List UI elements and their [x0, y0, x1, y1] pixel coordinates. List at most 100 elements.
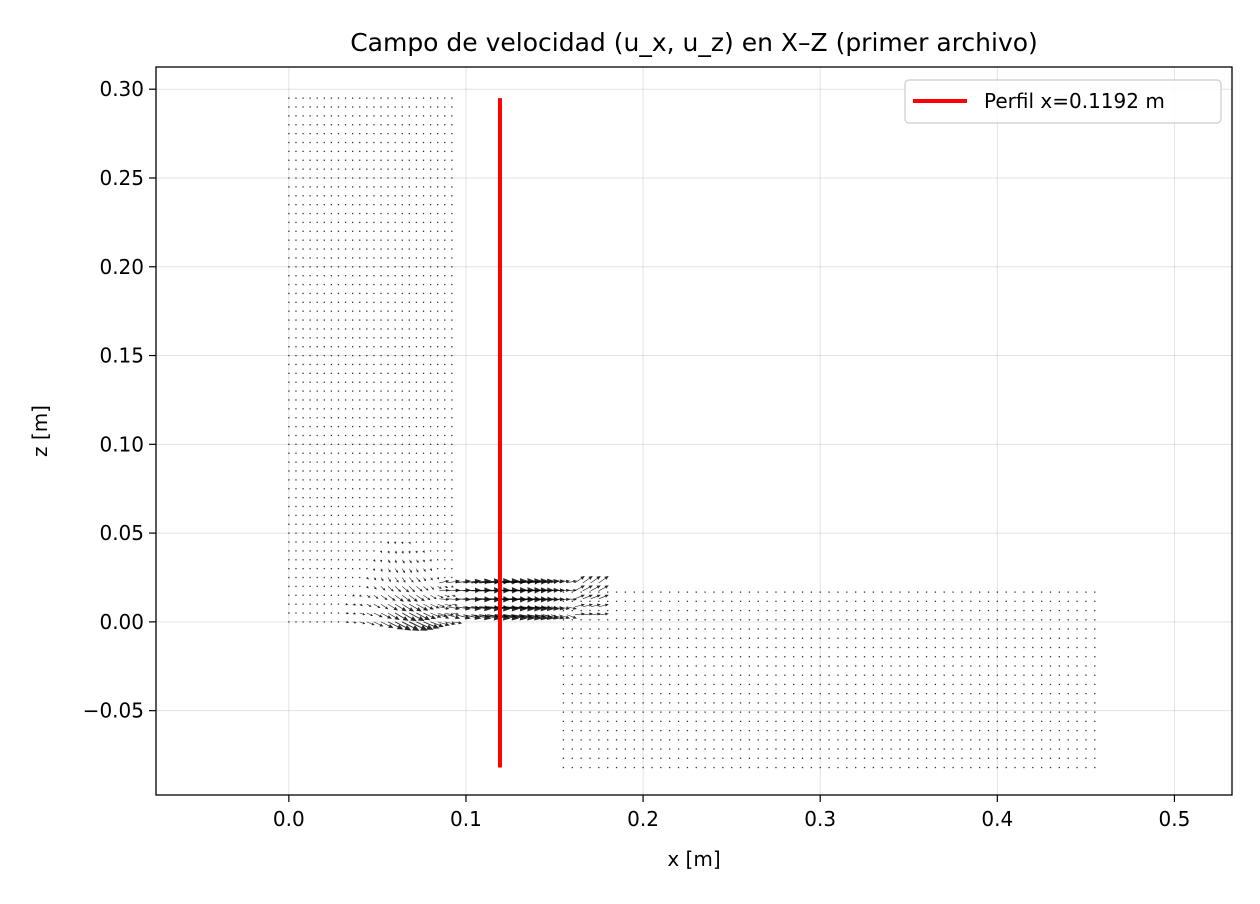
- velocity-arrow: [828, 610, 829, 611]
- velocity-arrow: [828, 628, 829, 629]
- velocity-arrow: [324, 621, 325, 622]
- velocity-arrow: [359, 284, 360, 285]
- velocity-arrow: [430, 488, 431, 489]
- velocity-arrow: [373, 461, 374, 462]
- velocity-arrow: [451, 532, 452, 533]
- velocity-arrow: [660, 638, 661, 639]
- velocity-arrow: [366, 160, 367, 161]
- velocity-arrow: [387, 524, 388, 525]
- velocity-arrow: [395, 373, 396, 374]
- velocity-arrow: [416, 168, 417, 169]
- velocity-arrow: [820, 675, 821, 676]
- velocity-arrow: [758, 721, 759, 722]
- velocity-arrow: [317, 97, 318, 98]
- velocity-arrow: [409, 488, 410, 489]
- velocity-arrow: [302, 426, 303, 427]
- velocity-arrow: [908, 711, 909, 712]
- velocity-arrow: [451, 399, 452, 400]
- velocity-arrow: [687, 656, 688, 657]
- velocity-arrow: [302, 604, 303, 605]
- velocity-arrow: [437, 293, 438, 294]
- velocity-arrow: [979, 628, 980, 629]
- velocity-arrow: [634, 721, 635, 722]
- velocity-arrow: [970, 693, 971, 694]
- velocity-arrow: [1014, 721, 1015, 722]
- velocity-arrow: [437, 151, 438, 152]
- velocity-arrow: [625, 684, 626, 685]
- velocity-arrow: [820, 721, 821, 722]
- velocity-arrow: [302, 115, 303, 116]
- velocity-arrow: [451, 97, 452, 98]
- velocity-arrow: [961, 711, 962, 712]
- velocity-arrow: [802, 721, 803, 722]
- velocity-arrow: [625, 693, 626, 694]
- velocity-arrow: [295, 248, 296, 249]
- velocity-arrow: [820, 730, 821, 731]
- velocity-arrow: [402, 222, 403, 223]
- velocity-arrow: [952, 647, 953, 648]
- velocity-arrow: [1023, 730, 1024, 731]
- velocity-arrow: [345, 275, 346, 276]
- velocity-arrow: [352, 417, 353, 418]
- velocity-arrow: [331, 453, 332, 454]
- velocity-arrow: [366, 186, 367, 187]
- velocity-arrow: [437, 106, 438, 107]
- velocity-arrow: [740, 601, 741, 602]
- velocity-arrow: [444, 479, 445, 480]
- velocity-arrow: [660, 721, 661, 722]
- velocity-arrow: [366, 124, 367, 125]
- velocity-arrow: [784, 628, 785, 629]
- velocity-arrow: [882, 767, 883, 768]
- velocity-arrow: [309, 222, 310, 223]
- velocity-arrow: [380, 541, 381, 542]
- velocity-arrow: [395, 115, 396, 116]
- velocity-arrow: [331, 231, 332, 232]
- velocity-arrow: [395, 248, 396, 249]
- velocity-arrow: [309, 586, 310, 587]
- velocity-arrow: [580, 665, 581, 666]
- velocity-arrow: [758, 730, 759, 731]
- velocity-arrow: [926, 601, 927, 602]
- velocity-arrow: [952, 665, 953, 666]
- velocity-arrow: [704, 647, 705, 648]
- velocity-arrow: [811, 665, 812, 666]
- velocity-arrow: [837, 610, 838, 611]
- velocity-arrow: [766, 684, 767, 685]
- velocity-arrow: [837, 591, 838, 592]
- velocity-arrow: [696, 730, 697, 731]
- velocity-arrow: [317, 284, 318, 285]
- velocity-arrow: [713, 647, 714, 648]
- velocity-arrow: [660, 711, 661, 712]
- velocity-arrow: [416, 319, 417, 320]
- velocity-arrow: [373, 497, 374, 498]
- velocity-arrow: [423, 595, 430, 600]
- velocity-arrow: [366, 515, 367, 516]
- velocity-arrow: [575, 595, 585, 599]
- velocity-arrow: [572, 675, 573, 676]
- velocity-arrow: [402, 577, 405, 582]
- velocity-arrow: [935, 758, 936, 759]
- velocity-arrow: [1076, 721, 1077, 722]
- velocity-arrow: [749, 638, 750, 639]
- velocity-arrow: [890, 730, 891, 731]
- velocity-arrow: [352, 328, 353, 329]
- velocity-arrow: [713, 591, 714, 592]
- velocity-arrow: [302, 453, 303, 454]
- velocity-arrow: [837, 702, 838, 703]
- velocity-arrow: [437, 364, 438, 365]
- velocity-arrow: [437, 444, 438, 445]
- velocity-arrow: [352, 240, 353, 241]
- velocity-arrow: [359, 97, 360, 98]
- velocity-arrow: [402, 408, 403, 409]
- y-axis-label: z [m]: [28, 405, 52, 457]
- velocity-arrow: [820, 711, 821, 712]
- velocity-arrow: [451, 524, 452, 525]
- velocity-arrow: [444, 532, 445, 533]
- velocity-arrow: [317, 106, 318, 107]
- velocity-arrow: [345, 444, 346, 445]
- velocity-arrow: [713, 748, 714, 749]
- velocity-arrow: [331, 390, 332, 391]
- velocity-arrow: [1076, 693, 1077, 694]
- velocity-arrow: [409, 222, 410, 223]
- velocity-arrow: [1041, 684, 1042, 685]
